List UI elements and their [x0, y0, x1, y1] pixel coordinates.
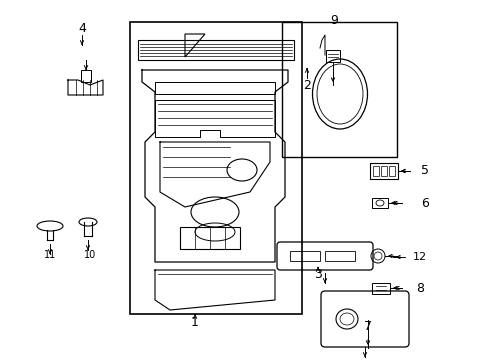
Text: 3: 3	[313, 269, 321, 282]
Bar	[81, 70, 91, 82]
Text: 2: 2	[303, 78, 310, 91]
Text: 12: 12	[412, 252, 426, 262]
Bar	[155, 82, 274, 94]
Bar	[325, 50, 339, 62]
Text: 8: 8	[415, 282, 423, 294]
Bar	[388, 166, 394, 176]
Bar	[130, 22, 302, 314]
Bar	[371, 283, 389, 294]
Bar	[371, 198, 387, 208]
Text: 4: 4	[78, 22, 86, 35]
Text: 10: 10	[84, 250, 96, 260]
Bar	[180, 227, 240, 249]
Text: 6: 6	[420, 197, 428, 210]
Bar	[380, 166, 386, 176]
Bar	[289, 251, 319, 261]
Bar	[369, 163, 397, 179]
Bar	[138, 40, 293, 60]
Bar	[372, 166, 378, 176]
Text: 5: 5	[420, 163, 428, 176]
Bar	[282, 22, 396, 157]
Text: 11: 11	[44, 250, 56, 260]
Text: 9: 9	[329, 14, 337, 27]
Text: 1: 1	[191, 315, 199, 328]
Bar	[325, 251, 354, 261]
Text: 7: 7	[363, 320, 371, 333]
